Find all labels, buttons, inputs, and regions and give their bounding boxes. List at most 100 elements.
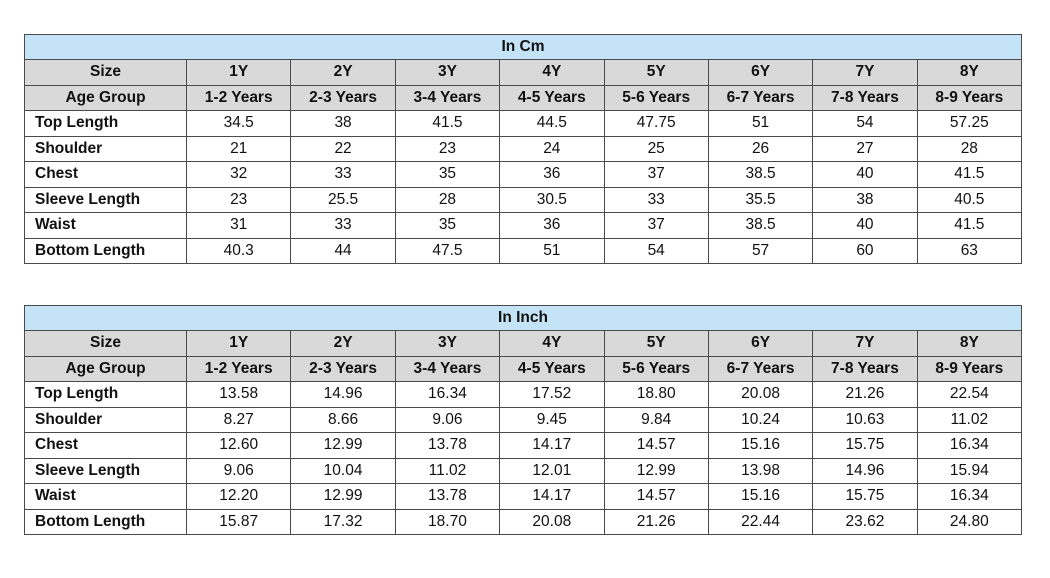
measurement-value: 60 — [812, 237, 918, 264]
measurement-row: Chest 12.60 12.99 13.78 14.17 14.57 15.16 15.75… — [24, 432, 1023, 459]
age-group-cell: 6-7 Years — [707, 355, 814, 382]
measurement-row: Shoulder 8.27 8.66 9.06 9.45 9.84 10.24 10.63 11… — [24, 406, 1023, 433]
age-group-cell: 2-3 Years — [290, 355, 396, 382]
measurement-value: 41.5 — [916, 212, 1023, 239]
size-header-cell: 5Y — [603, 59, 709, 86]
measurement-value: 15.94 — [916, 457, 1023, 484]
measurement-value: 38.5 — [707, 161, 814, 188]
size-label: Size — [24, 330, 187, 357]
age-group-cell: 3-4 Years — [394, 355, 501, 382]
measurement-value: 54 — [603, 237, 709, 264]
measurement-label: Sleeve Length — [24, 186, 187, 213]
age-group-cell: 7-8 Years — [812, 355, 918, 382]
measurement-value: 34.5 — [185, 110, 292, 137]
age-group-label: Age Group — [24, 355, 187, 382]
measurement-value: 22.44 — [707, 508, 814, 535]
measurement-row: Bottom Length 40.3 44 47.5 51 54 57 60 63 — [24, 237, 1023, 264]
size-header-cell: 3Y — [394, 330, 501, 357]
measurement-row: Shoulder 21 22 23 24 25 26 27 28 — [24, 135, 1023, 162]
measurement-value: 37 — [603, 161, 709, 188]
measurement-value: 35 — [394, 212, 501, 239]
measurement-label: Shoulder — [24, 135, 187, 162]
measurement-row: Waist 31 33 35 36 37 38.5 40 41.5 — [24, 212, 1023, 239]
measurement-value: 44.5 — [499, 110, 605, 137]
measurement-value: 13.78 — [394, 432, 501, 459]
measurement-value: 9.06 — [185, 457, 292, 484]
size-header-cell: 5Y — [603, 330, 709, 357]
measurement-value: 14.96 — [290, 381, 396, 408]
measurement-value: 47.5 — [394, 237, 501, 264]
measurement-value: 25 — [603, 135, 709, 162]
measurement-value: 16.34 — [916, 483, 1023, 510]
measurement-value: 38.5 — [707, 212, 814, 239]
age-group-cell: 3-4 Years — [394, 84, 501, 111]
measurement-label: Chest — [24, 161, 187, 188]
measurement-value: 44 — [290, 237, 396, 264]
measurement-value: 17.52 — [499, 381, 605, 408]
age-group-cell: 7-8 Years — [812, 84, 918, 111]
measurement-value: 33 — [603, 186, 709, 213]
measurement-value: 57.25 — [916, 110, 1023, 137]
age-group-cell: 4-5 Years — [499, 84, 605, 111]
measurement-value: 9.45 — [499, 406, 605, 433]
age-group-cell: 6-7 Years — [707, 84, 814, 111]
measurement-value: 23 — [394, 135, 501, 162]
measurement-value: 40.5 — [916, 186, 1023, 213]
measurement-value: 14.17 — [499, 432, 605, 459]
size-header-cell: 4Y — [499, 59, 605, 86]
measurement-value: 47.75 — [603, 110, 709, 137]
measurement-value: 63 — [916, 237, 1023, 264]
size-header-cell: 7Y — [812, 59, 918, 86]
measurement-value: 10.04 — [290, 457, 396, 484]
measurement-value: 11.02 — [394, 457, 501, 484]
measurement-value: 23.62 — [812, 508, 918, 535]
measurement-value: 31 — [185, 212, 292, 239]
measurement-row: Top Length 13.58 14.96 16.34 17.52 18.80 20.08… — [24, 381, 1023, 408]
measurement-value: 38 — [290, 110, 396, 137]
measurement-value: 14.17 — [499, 483, 605, 510]
measurement-row: Bottom Length 15.87 17.32 18.70 20.08 21.26 22… — [24, 508, 1023, 535]
measurement-value: 24 — [499, 135, 605, 162]
age-group-cell: 5-6 Years — [603, 355, 709, 382]
measurement-value: 15.16 — [707, 483, 814, 510]
measurement-label: Bottom Length — [24, 508, 187, 535]
measurement-value: 35 — [394, 161, 501, 188]
measurement-value: 15.75 — [812, 483, 918, 510]
age-group-cell: 8-9 Years — [916, 355, 1023, 382]
size-header-cell: 1Y — [185, 330, 292, 357]
table-body: Size 1Y 2Y 3Y 4Y 5Y 6Y 7Y 8Y Age Group 1-2 Years 2-… — [24, 59, 1023, 264]
measurement-value: 9.84 — [603, 406, 709, 433]
age-group-header-row: Age Group 1-2 Years 2-3 Years 3-4 Years 4-5 … — [24, 355, 1023, 382]
size-label: Size — [24, 59, 187, 86]
table-body: Size 1Y 2Y 3Y 4Y 5Y 6Y 7Y 8Y Age Group 1-2 Years 2-… — [24, 330, 1023, 535]
measurement-value: 35.5 — [707, 186, 814, 213]
measurement-value: 23 — [185, 186, 292, 213]
measurement-value: 16.34 — [916, 432, 1023, 459]
measurement-value: 8.27 — [185, 406, 292, 433]
measurement-value: 12.99 — [290, 483, 396, 510]
measurement-value: 11.02 — [916, 406, 1023, 433]
age-group-cell: 1-2 Years — [185, 355, 292, 382]
size-header-cell: 7Y — [812, 330, 918, 357]
measurement-value: 16.34 — [394, 381, 501, 408]
measurement-row: Chest 32 33 35 36 37 38.5 40 41.5 — [24, 161, 1023, 188]
measurement-value: 18.80 — [603, 381, 709, 408]
measurement-value: 41.5 — [916, 161, 1023, 188]
measurement-value: 26 — [707, 135, 814, 162]
measurement-label: Waist — [24, 212, 187, 239]
measurement-value: 36 — [499, 161, 605, 188]
age-group-cell: 2-3 Years — [290, 84, 396, 111]
measurement-value: 12.01 — [499, 457, 605, 484]
measurement-value: 8.66 — [290, 406, 396, 433]
measurement-value: 15.87 — [185, 508, 292, 535]
measurement-row: Top Length 34.5 38 41.5 44.5 47.75 51 54 57.25 — [24, 110, 1023, 137]
measurement-value: 57 — [707, 237, 814, 264]
size-header-cell: 8Y — [916, 59, 1023, 86]
measurement-value: 13.58 — [185, 381, 292, 408]
measurement-value: 30.5 — [499, 186, 605, 213]
measurement-label: Bottom Length — [24, 237, 187, 264]
size-header-cell: 1Y — [185, 59, 292, 86]
size-header-cell: 2Y — [290, 330, 396, 357]
size-header-cell: 2Y — [290, 59, 396, 86]
measurement-value: 54 — [812, 110, 918, 137]
